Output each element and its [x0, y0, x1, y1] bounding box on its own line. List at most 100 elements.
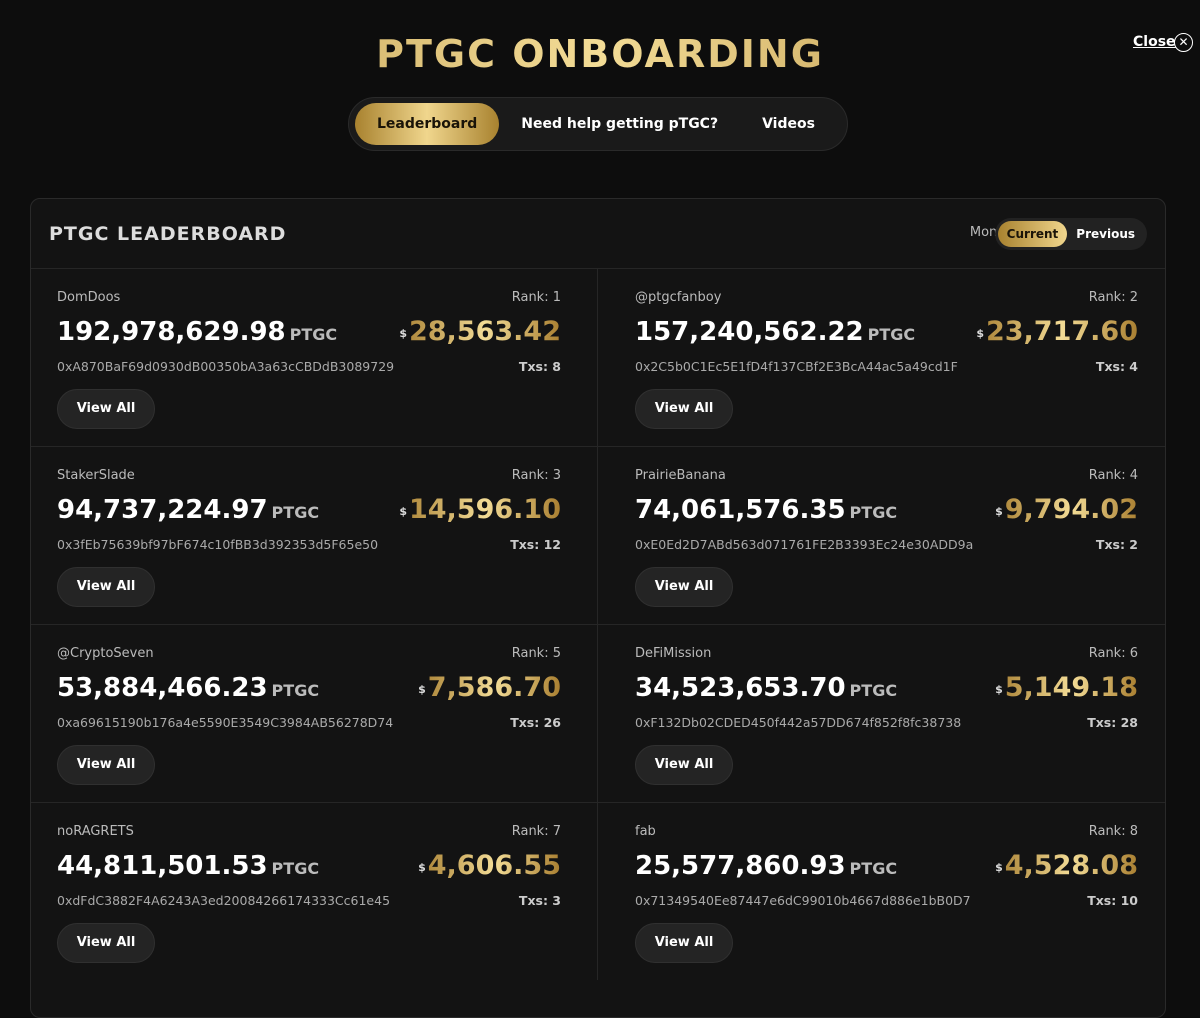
entry-card: DeFiMission Rank: 6 34,523,653.70 PTGC $5,14…	[598, 624, 1165, 802]
entry-address: 0x3fEb75639bf97bF674c10fBB3d392353d5F65e…	[57, 537, 379, 552]
entry-address: 0xA870BaF69d0930dB00350bA3a63cCBDdB30897…	[57, 359, 395, 374]
entry-txs: Txs: 12	[510, 537, 561, 552]
entry-name: DeFiMission	[635, 646, 712, 661]
view-all-button[interactable]: View All	[57, 389, 155, 429]
month-toggle: Current Previous	[994, 218, 1147, 250]
entry-amount: 53,884,466.23	[57, 673, 268, 703]
panel-title: PTGC LEADERBOARD	[49, 223, 287, 245]
entry-currency: $	[995, 861, 1003, 874]
entry-rank: Rank: 1	[511, 290, 561, 305]
view-all-button[interactable]: View All	[57, 567, 155, 607]
entry-name: StakerSlade	[57, 468, 135, 483]
entry-usd-row: $9,794.02	[995, 494, 1138, 525]
entry-currency: $	[995, 683, 1003, 696]
entry-rank: Rank: 7	[511, 824, 561, 839]
entry-txs: Txs: 10	[1087, 893, 1138, 908]
entry-currency: $	[418, 683, 426, 696]
entry-grid: DomDoos Rank: 1 192,978,629.98 PTGC $28,563.…	[31, 268, 1165, 980]
entry-amount-row: 25,577,860.93 PTGC	[635, 851, 897, 881]
entry-name: @ptgcfanboy	[635, 290, 722, 305]
entry-address: 0xE0Ed2D7ABd563d071761FE2B3393Ec24e30ADD…	[635, 537, 974, 552]
entry-address: 0xdFdC3882F4A6243A3ed20084266174333Cc61e…	[57, 893, 391, 908]
entry-txs: Txs: 26	[510, 715, 561, 730]
entry-amount: 157,240,562.22	[635, 317, 864, 347]
tab[interactable]: Videos	[762, 116, 815, 132]
entry-unit: PTGC	[849, 859, 898, 878]
entry-usd-row: $7,586.70	[418, 672, 561, 703]
entry-rank: Rank: 2	[1088, 290, 1138, 305]
entry-amount-row: 44,811,501.53 PTGC	[57, 851, 319, 881]
entry-amount: 25,577,860.93	[635, 851, 846, 881]
entry-usd: 7,586.70	[427, 672, 561, 703]
entry-txs: Txs: 8	[518, 359, 561, 374]
view-all-button[interactable]: View All	[57, 923, 155, 963]
entry-unit: PTGC	[849, 681, 898, 700]
entry-unit: PTGC	[271, 681, 320, 700]
entry-card: StakerSlade Rank: 3 94,737,224.97 PTGC $14,5…	[31, 446, 598, 624]
entry-name: DomDoos	[57, 290, 121, 305]
entry-txs: Txs: 4	[1095, 359, 1138, 374]
entry-unit: PTGC	[271, 859, 320, 878]
page-title: PTGC ONBOARDING	[0, 32, 1200, 76]
entry-rank: Rank: 4	[1088, 468, 1138, 483]
view-all-button[interactable]: View All	[57, 745, 155, 785]
entry-rank: Rank: 5	[511, 646, 561, 661]
entry-amount-row: 53,884,466.23 PTGC	[57, 673, 319, 703]
close-link[interactable]: Close	[1133, 34, 1176, 50]
entry-amount-row: 192,978,629.98 PTGC	[57, 317, 337, 347]
tab[interactable]: Need help getting pTGC?	[521, 116, 719, 132]
entry-card: fab Rank: 8 25,577,860.93 PTGC $4,528.08 0x71…	[598, 802, 1165, 980]
entry-currency: $	[399, 505, 407, 518]
entry-amount-row: 157,240,562.22 PTGC	[635, 317, 915, 347]
entry-card: @ptgcfanboy Rank: 2 157,240,562.22 PTGC $23,…	[598, 268, 1165, 446]
entry-currency: $	[418, 861, 426, 874]
entry-address: 0x2C5b0C1Ec5E1fD4f137CBf2E3BcA44ac5a49cd…	[635, 359, 958, 374]
entry-name: noRAGRETS	[57, 824, 134, 839]
entry-amount: 192,978,629.98	[57, 317, 286, 347]
entry-currency: $	[995, 505, 1003, 518]
entry-amount: 44,811,501.53	[57, 851, 268, 881]
entry-card: noRAGRETS Rank: 7 44,811,501.53 PTGC $4,606.…	[31, 802, 598, 980]
entry-rank: Rank: 3	[511, 468, 561, 483]
entry-usd-row: $4,606.55	[418, 850, 561, 881]
view-all-button[interactable]: View All	[635, 567, 733, 607]
entry-txs: Txs: 3	[518, 893, 561, 908]
view-all-button[interactable]: View All	[635, 745, 733, 785]
entry-usd: 9,794.02	[1004, 494, 1138, 525]
month-option[interactable]: Current	[997, 221, 1068, 247]
entry-rank: Rank: 6	[1088, 646, 1138, 661]
entry-unit: PTGC	[849, 503, 898, 522]
view-all-button[interactable]: View All	[635, 923, 733, 963]
entry-address: 0xF132Db02CDED450f442a57DD674f852f8fc387…	[635, 715, 962, 730]
entry-name: PrairieBanana	[635, 468, 726, 483]
entry-card: @CryptoSeven Rank: 5 53,884,466.23 PTGC $7,5…	[31, 624, 598, 802]
entry-amount-row: 74,061,576.35 PTGC	[635, 495, 897, 525]
entry-usd: 14,596.10	[408, 494, 561, 525]
view-all-button[interactable]: View All	[635, 389, 733, 429]
entry-usd-row: $4,528.08	[995, 850, 1138, 881]
entry-usd-row: $5,149.18	[995, 672, 1138, 703]
entry-address: 0xa69615190b176a4e5590E3549C3984AB56278D…	[57, 715, 394, 730]
tab-bar: Leaderboard Need help getting pTGC? Videos	[348, 97, 848, 151]
entry-name: @CryptoSeven	[57, 646, 154, 661]
tab[interactable]: Leaderboard	[355, 103, 500, 145]
entry-usd-row: $23,717.60	[976, 316, 1138, 347]
entry-currency: $	[976, 327, 984, 340]
entry-name: fab	[635, 824, 656, 839]
entry-unit: PTGC	[289, 325, 338, 344]
entry-usd: 5,149.18	[1004, 672, 1138, 703]
entry-amount-row: 34,523,653.70 PTGC	[635, 673, 897, 703]
entry-amount: 94,737,224.97	[57, 495, 268, 525]
month-option[interactable]: Previous	[1076, 227, 1135, 241]
entry-usd: 28,563.42	[408, 316, 561, 347]
entry-card: PrairieBanana Rank: 4 74,061,576.35 PTGC $9,…	[598, 446, 1165, 624]
entry-usd: 23,717.60	[985, 316, 1138, 347]
entry-txs: Txs: 2	[1095, 537, 1138, 552]
entry-unit: PTGC	[867, 325, 916, 344]
entry-card: DomDoos Rank: 1 192,978,629.98 PTGC $28,563.…	[31, 268, 598, 446]
entry-usd: 4,606.55	[427, 850, 561, 881]
entry-amount: 74,061,576.35	[635, 495, 846, 525]
entry-txs: Txs: 28	[1087, 715, 1138, 730]
close-icon[interactable]: ✕	[1174, 33, 1193, 52]
entry-usd: 4,528.08	[1004, 850, 1138, 881]
